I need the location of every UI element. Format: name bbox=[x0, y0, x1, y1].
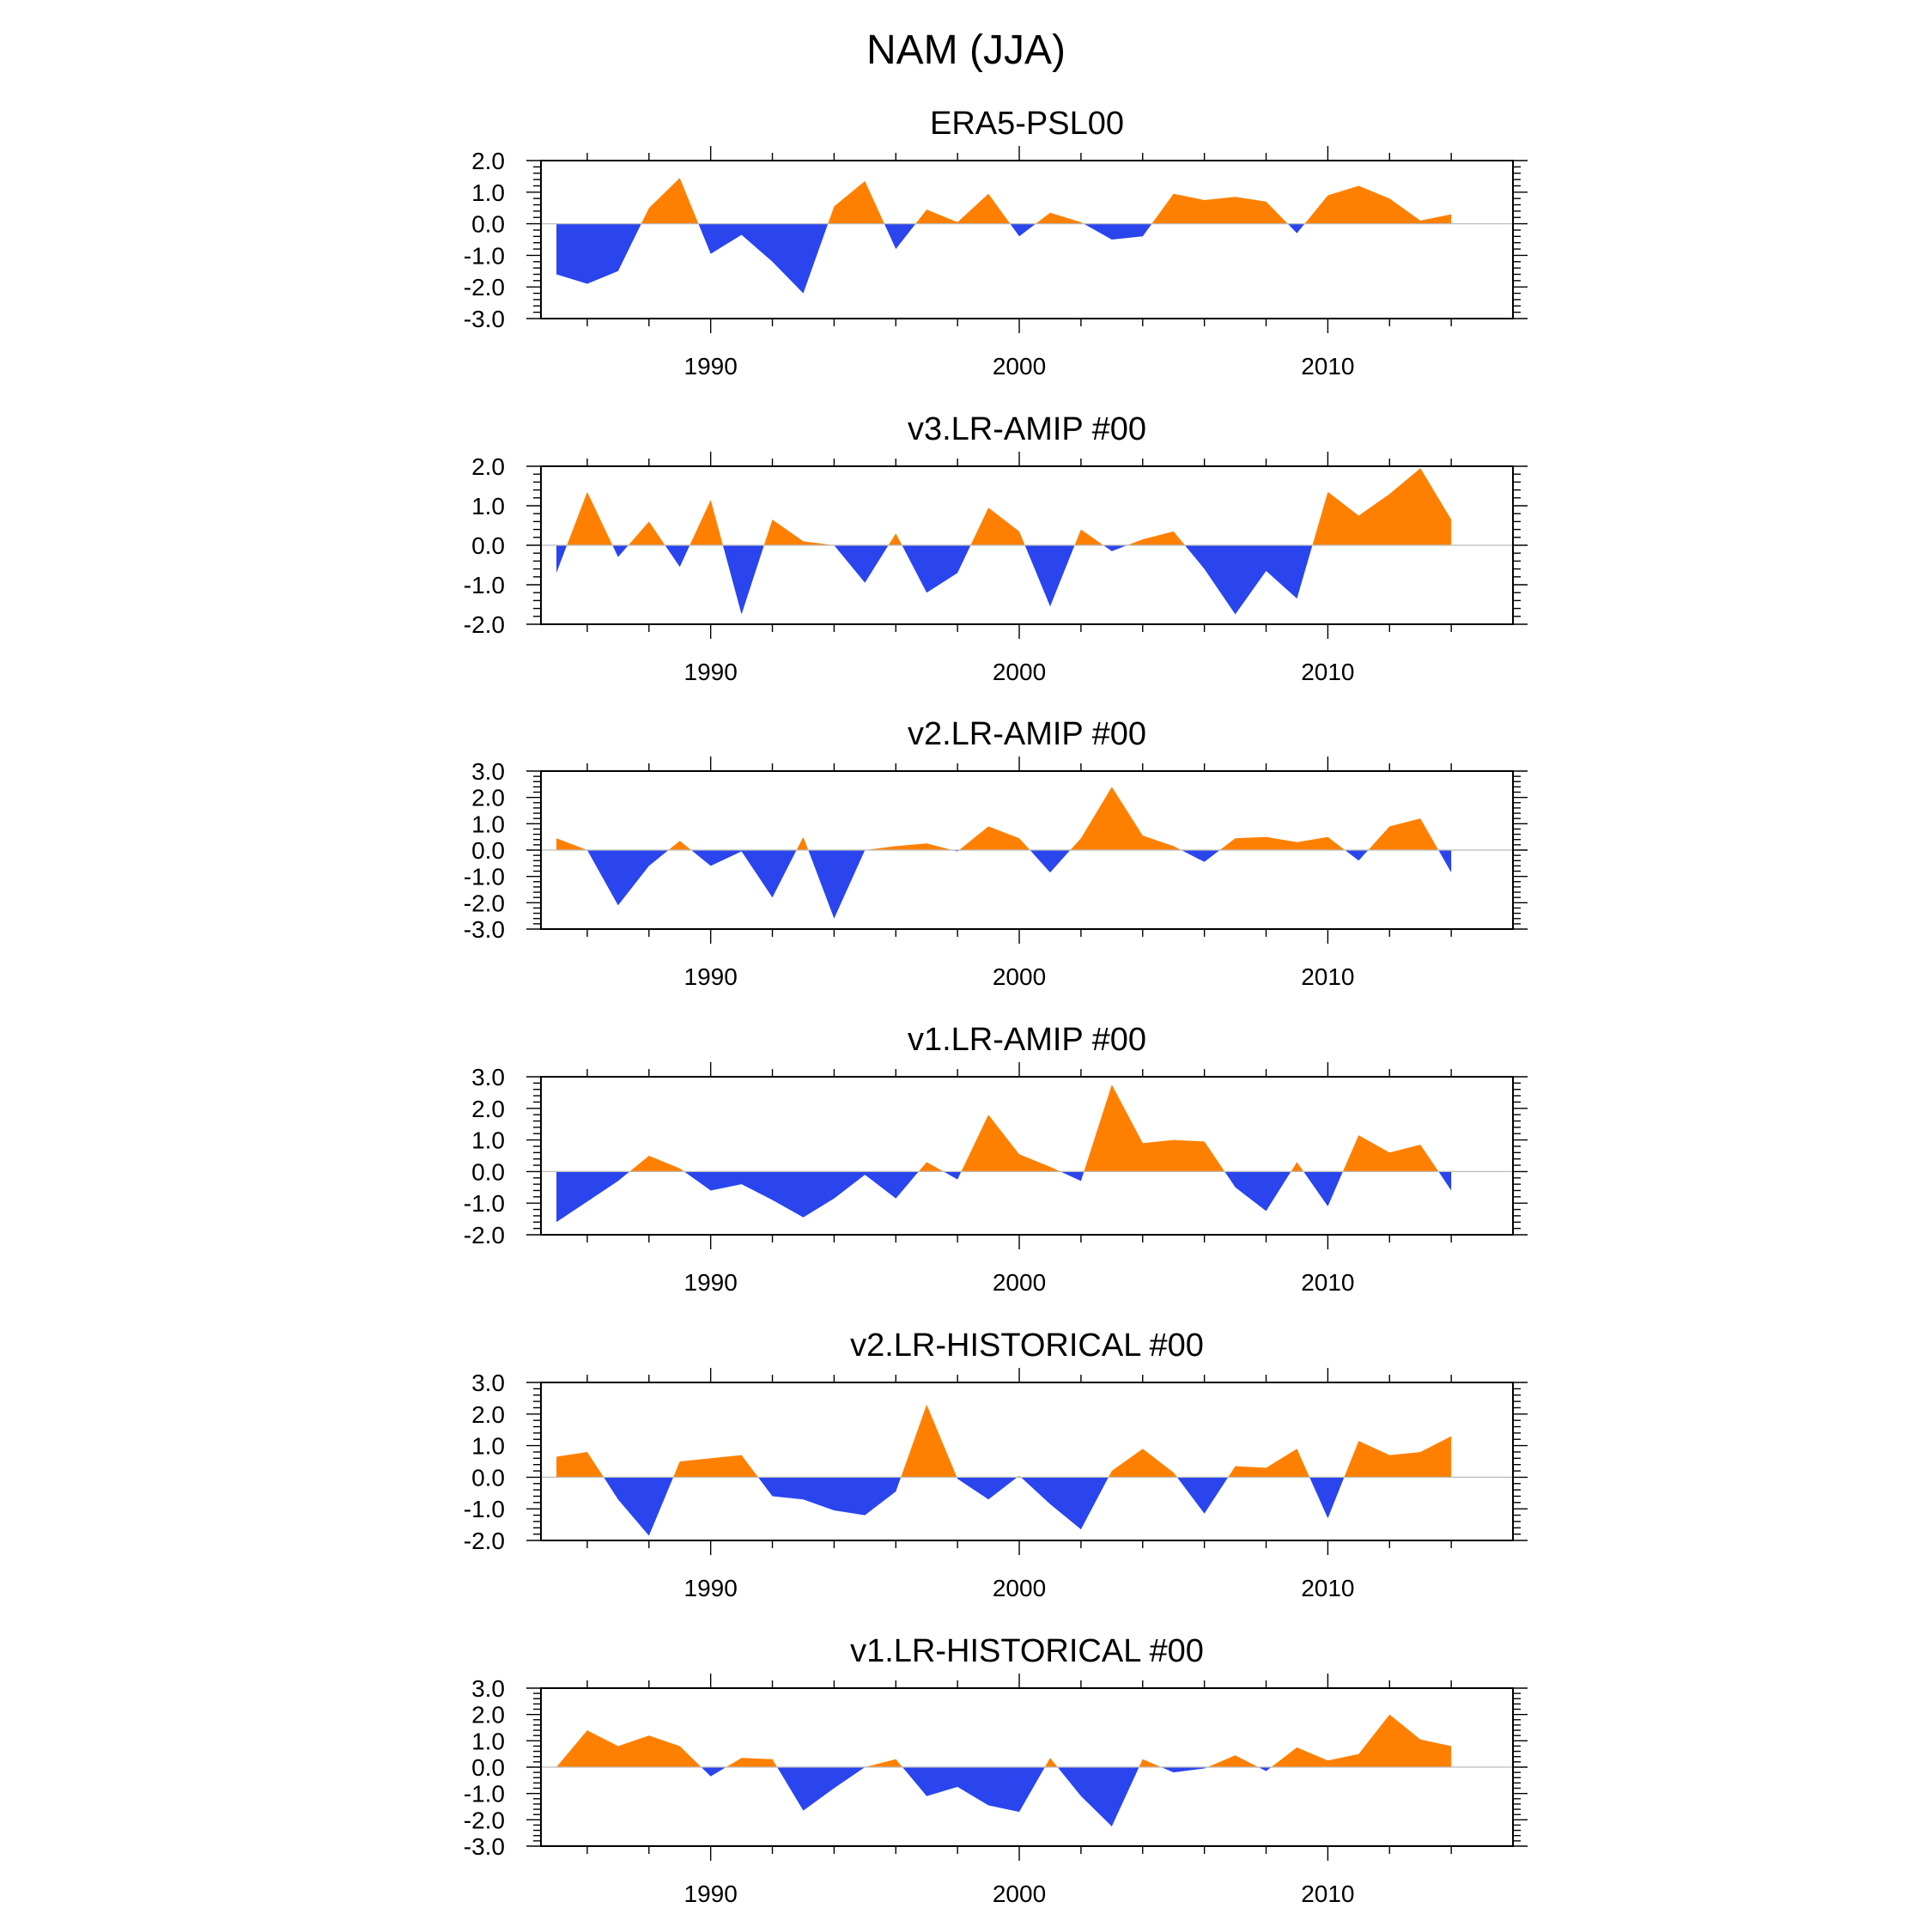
y-tick-label: 0.0 bbox=[471, 1754, 505, 1781]
y-tick-label: 1.0 bbox=[471, 811, 505, 837]
y-tick-label: -3.0 bbox=[464, 1833, 505, 1860]
y-tick-label: -3.0 bbox=[464, 916, 505, 943]
y-tick-label: -2.0 bbox=[464, 1807, 505, 1833]
y-tick-label: 0.0 bbox=[471, 1464, 505, 1491]
x-tick-label: 2010 bbox=[1301, 1880, 1354, 1907]
y-tick-label: 2.0 bbox=[471, 148, 505, 174]
positive-area bbox=[556, 178, 1452, 224]
y-tick-label: 2.0 bbox=[471, 1096, 505, 1122]
positive-area bbox=[556, 1714, 1452, 1767]
panel-title: v3.LR-AMIP #00 bbox=[908, 411, 1146, 447]
y-tick-label: 2.0 bbox=[471, 785, 505, 811]
y-tick-label: -1.0 bbox=[464, 1190, 505, 1217]
negative-area bbox=[556, 1477, 1452, 1536]
y-tick-label: 2.0 bbox=[471, 1702, 505, 1728]
panel-title: v1.LR-AMIP #00 bbox=[908, 1022, 1146, 1058]
y-tick-label: 3.0 bbox=[471, 1370, 505, 1396]
negative-area bbox=[556, 545, 1452, 615]
y-tick-label: -2.0 bbox=[464, 1222, 505, 1249]
x-tick-label: 2000 bbox=[993, 1269, 1046, 1296]
y-tick-label: 1.0 bbox=[471, 1728, 505, 1754]
chart-panel-2: v3.LR-AMIP #00 -2.0 -1.0 0.0 1.0 2.0 1990 2000 2… bbox=[464, 411, 1528, 685]
y-tick-label: -1.0 bbox=[464, 242, 505, 269]
chart-panel-1: ERA5-PSL00 -3.0 -2.0 -1.0 0.0 1.0 2.0 1990 2000 2… bbox=[464, 106, 1528, 380]
x-tick-label: 2010 bbox=[1301, 1575, 1354, 1601]
chart-panel-5: v2.LR-HISTORICAL #00 -2.0 -1.0 0.0 1.0 2.0 3.0… bbox=[464, 1327, 1528, 1601]
y-tick-label: -2.0 bbox=[464, 274, 505, 301]
negative-area bbox=[556, 1767, 1452, 1826]
x-tick-label: 2010 bbox=[1301, 659, 1354, 685]
chart-panel-3: v2.LR-AMIP #00 -3.0-2.0-1.00.01.02.03.0 19… bbox=[464, 716, 1528, 990]
negative-area bbox=[556, 850, 1452, 919]
y-tick-label: 0.0 bbox=[471, 837, 505, 864]
y-tick-label: -1.0 bbox=[464, 864, 505, 890]
x-tick-label: 1990 bbox=[684, 659, 738, 685]
plot-frame bbox=[540, 1382, 1514, 1541]
y-tick-label: 0.0 bbox=[471, 211, 505, 238]
x-tick-label: 2010 bbox=[1301, 353, 1354, 380]
y-tick-label: -1.0 bbox=[464, 572, 505, 598]
panel-title: v2.LR-AMIP #00 bbox=[908, 716, 1146, 752]
positive-area bbox=[556, 468, 1452, 545]
y-tick-label: 2.0 bbox=[471, 453, 505, 480]
x-tick-label: 2010 bbox=[1301, 1269, 1354, 1296]
x-tick-label: 2000 bbox=[993, 1575, 1046, 1601]
y-tick-label: 2.0 bbox=[471, 1401, 505, 1428]
y-tick-label: -2.0 bbox=[464, 611, 505, 638]
x-tick-label: 2000 bbox=[993, 659, 1046, 685]
x-tick-label: 1990 bbox=[684, 1575, 738, 1601]
panel-title: v2.LR-HISTORICAL #00 bbox=[850, 1327, 1204, 1364]
x-tick-label: 1990 bbox=[684, 1269, 738, 1296]
y-tick-label: 3.0 bbox=[471, 758, 505, 785]
x-tick-label: 1990 bbox=[684, 963, 738, 990]
y-tick-label: 3.0 bbox=[471, 1064, 505, 1091]
y-tick-label: 0.0 bbox=[471, 1158, 505, 1185]
chart-panel-4: v1.LR-AMIP #00 -2.0 -1.0 0.0 1.0 2.0 3.0 1990 20… bbox=[464, 1022, 1528, 1296]
chart-panel-6: v1.LR-HISTORICAL #00 -3.0-2.0-1.00.01.02.… bbox=[464, 1633, 1528, 1907]
figure-title: NAM (JJA) bbox=[866, 27, 1066, 73]
x-tick-label: 2000 bbox=[993, 353, 1046, 380]
y-tick-label: 1.0 bbox=[471, 179, 505, 206]
y-tick-label: -3.0 bbox=[464, 306, 505, 332]
x-tick-label: 2000 bbox=[993, 963, 1046, 990]
positive-area bbox=[556, 1084, 1452, 1172]
panel-title: ERA5-PSL00 bbox=[930, 106, 1124, 142]
y-tick-label: -1.0 bbox=[464, 1496, 505, 1522]
positive-area bbox=[556, 1404, 1452, 1478]
negative-area bbox=[556, 223, 1452, 294]
y-tick-label: 3.0 bbox=[471, 1675, 505, 1702]
negative-area bbox=[556, 1171, 1452, 1223]
y-tick-label: -2.0 bbox=[464, 1528, 505, 1554]
y-tick-label: -1.0 bbox=[464, 1781, 505, 1807]
positive-area bbox=[556, 787, 1452, 850]
y-tick-label: 1.0 bbox=[471, 1127, 505, 1154]
y-tick-label: -2.0 bbox=[464, 890, 505, 916]
y-tick-label: 0.0 bbox=[471, 532, 505, 559]
x-tick-label: 1990 bbox=[684, 353, 738, 380]
x-tick-label: 2000 bbox=[993, 1880, 1046, 1907]
x-tick-label: 1990 bbox=[684, 1880, 738, 1907]
plot-frame bbox=[540, 1076, 1514, 1236]
plot-frame bbox=[540, 160, 1514, 319]
y-tick-label: 1.0 bbox=[471, 493, 505, 519]
y-tick-label: 1.0 bbox=[471, 1433, 505, 1460]
x-tick-label: 2010 bbox=[1301, 963, 1354, 990]
panel-title: v1.LR-HISTORICAL #00 bbox=[850, 1633, 1204, 1669]
